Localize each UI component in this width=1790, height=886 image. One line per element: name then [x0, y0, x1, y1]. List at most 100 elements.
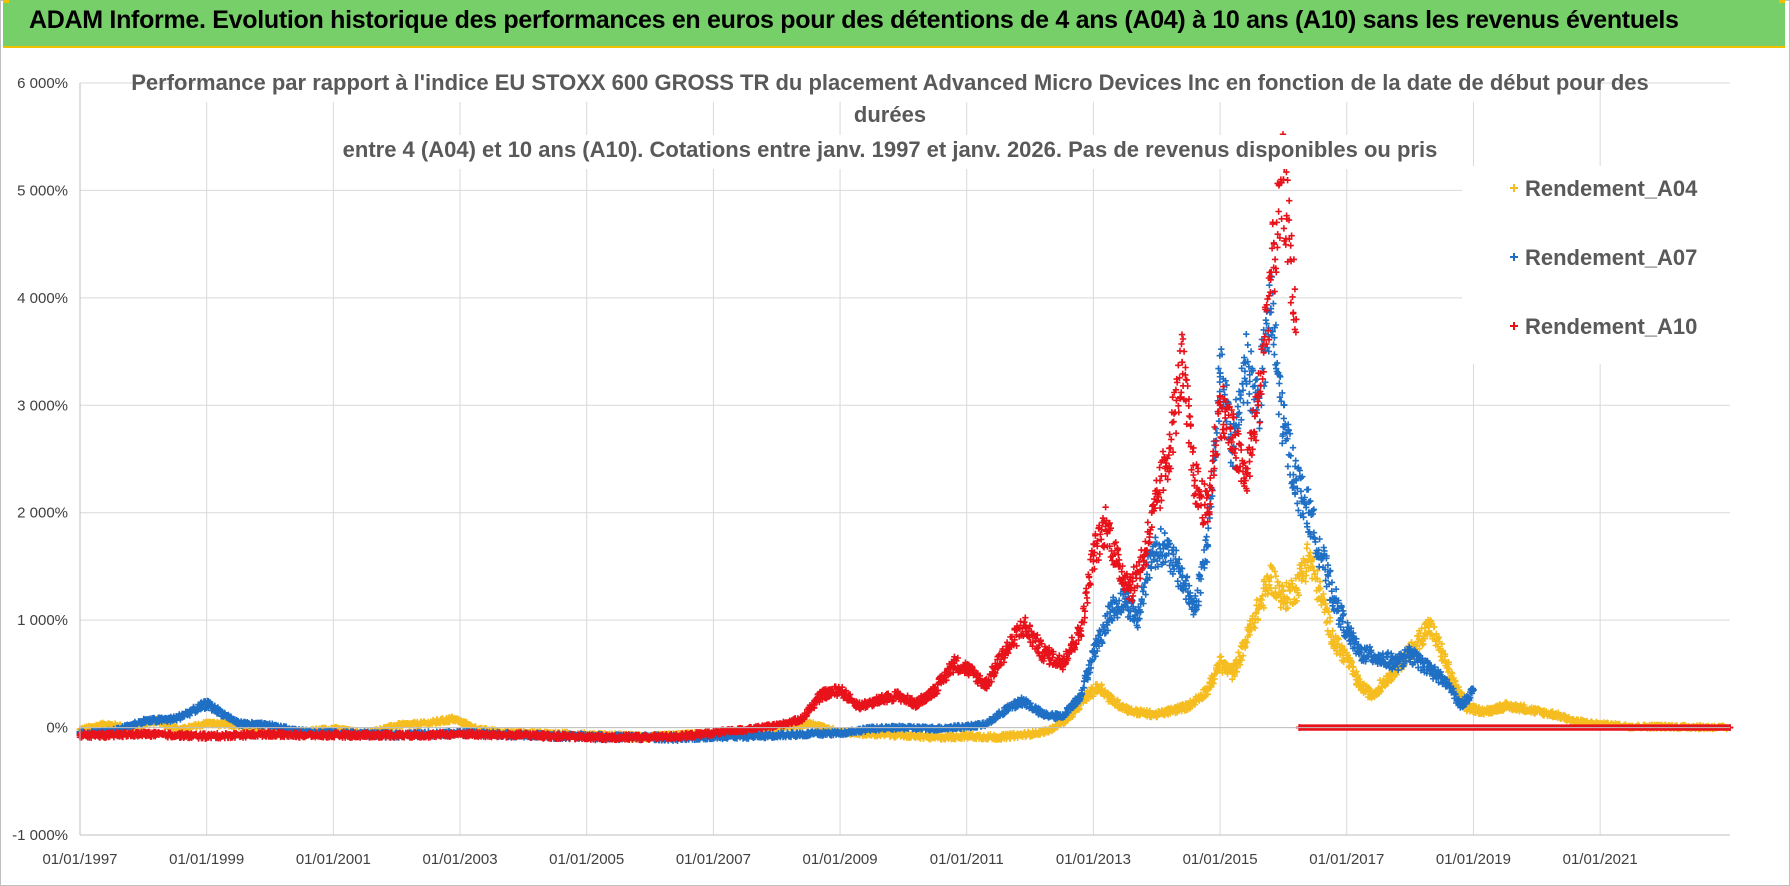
data-point-a10	[424, 731, 432, 739]
data-point-a10	[912, 700, 920, 708]
data-point-a10	[1128, 584, 1135, 592]
chart-title-background	[195, 68, 1590, 169]
data-point-a07	[1039, 711, 1047, 719]
x-tick-label: 01/01/2017	[1309, 851, 1384, 868]
y-tick-label: 3 000%	[17, 397, 68, 414]
y-tick-label: 6 000%	[17, 75, 68, 92]
data-point-a10	[1058, 659, 1066, 667]
data-point-a07	[741, 732, 749, 740]
legend-marker-a04	[1510, 184, 1518, 192]
x-tick-label: 01/01/2003	[422, 851, 497, 868]
data-point-a04	[1026, 730, 1034, 738]
data-point-a10	[1115, 563, 1123, 570]
legend-marker-a10	[1510, 322, 1518, 330]
data-point-a10	[583, 733, 591, 741]
data-point-a07	[836, 729, 844, 737]
data-point-a07	[1001, 706, 1009, 714]
data-point-a04	[1292, 584, 1300, 592]
data-point-a04	[1045, 727, 1053, 735]
data-point-a04	[1064, 715, 1072, 723]
x-tick-label: 01/01/2015	[1183, 851, 1258, 868]
data-point-a04	[1368, 691, 1376, 699]
data-point-a04	[995, 733, 1002, 741]
data-point-a10	[488, 731, 496, 739]
data-point-a07	[139, 717, 147, 725]
data-point-a10	[1039, 648, 1047, 656]
data-point-a04	[1083, 691, 1091, 699]
data-point-a07	[171, 715, 179, 723]
data-point-a04	[1387, 670, 1395, 678]
legend-label-a04: Rendement_A04	[1525, 176, 1698, 201]
data-point-a10	[646, 733, 654, 741]
data-point-a04	[963, 732, 971, 740]
data-point-a10	[171, 731, 179, 739]
data-point-a10	[551, 732, 559, 740]
data-point-a07	[1242, 358, 1249, 366]
data-point-a10	[234, 731, 242, 739]
data-point-a10	[1191, 477, 1199, 484]
header-banner: ADAM Informe. Evolution historique des p…	[3, 0, 1785, 48]
data-point-a10	[1001, 648, 1009, 656]
data-point-a07	[982, 720, 990, 728]
data-point-a10	[614, 733, 622, 741]
data-point-a07	[931, 725, 939, 733]
data-point-a10	[329, 731, 337, 739]
data-point-a07	[1159, 541, 1167, 549]
data-point-a07	[1267, 305, 1275, 312]
x-tick-label: 01/01/2021	[1563, 851, 1638, 868]
banner-accent-left	[3, 0, 9, 3]
data-point-a07	[1147, 552, 1154, 560]
data-point-a04	[1229, 670, 1237, 678]
legend-background	[1462, 166, 1738, 364]
data-point-a07	[1216, 369, 1224, 377]
data-point-a10	[982, 681, 990, 688]
chart-title-line-3: entre 4 (A04) et 10 ans (A10). Cotations…	[343, 137, 1438, 162]
x-tick-label: 01/01/2013	[1056, 851, 1131, 868]
title-bg-3	[385, 135, 1395, 169]
y-tick-label: 4 000%	[17, 290, 68, 307]
data-point-a04	[1343, 654, 1351, 662]
data-point-a10	[361, 731, 369, 739]
data-point-a07	[1343, 627, 1351, 635]
data-point-a07	[1406, 651, 1414, 658]
data-point-a04	[1096, 683, 1104, 691]
data-point-a07	[1292, 477, 1300, 484]
data-point-a04	[1128, 708, 1135, 715]
data-point-a10	[1242, 477, 1249, 484]
data-point-a04	[1425, 622, 1433, 629]
data-point-a04	[1153, 711, 1161, 719]
x-tick-label: 01/01/2001	[296, 851, 371, 868]
x-tick-label: 01/01/1999	[169, 851, 244, 868]
data-point-a10	[393, 731, 401, 739]
data-point-a07	[963, 723, 971, 730]
title-bg-2	[850, 102, 930, 132]
data-point-a04	[900, 731, 907, 739]
data-point-a10	[1254, 401, 1262, 409]
series-rendement_a04	[76, 541, 1731, 743]
data-point-a10	[1020, 622, 1028, 629]
data-point-a04	[1267, 573, 1275, 581]
data-point-a04	[1330, 638, 1338, 646]
data-point-a10	[1280, 176, 1287, 184]
x-tick-label: 01/01/1997	[42, 851, 117, 868]
series-markers-a10	[76, 131, 1300, 744]
data-point-a10	[817, 691, 825, 699]
data-point-a10	[1102, 520, 1110, 527]
data-point-a10	[836, 686, 844, 694]
data-point-a07	[773, 731, 781, 739]
data-point-a10	[874, 697, 882, 705]
y-tick-label: -1 000%	[12, 827, 68, 844]
data-point-a10	[709, 729, 717, 737]
y-tick-label: 5 000%	[17, 182, 68, 199]
x-tick-label: 01/01/2007	[676, 851, 751, 868]
data-point-a07	[1425, 665, 1433, 672]
legend-label-a10: Rendement_A10	[1525, 314, 1697, 339]
data-point-a04	[1216, 659, 1224, 667]
data-point-a10	[1077, 627, 1085, 635]
data-point-a04	[1305, 552, 1313, 560]
data-point-a04	[1571, 717, 1579, 725]
data-point-a10	[1166, 444, 1173, 452]
data-point-a10	[855, 702, 863, 710]
data-point-a04	[1520, 704, 1528, 712]
